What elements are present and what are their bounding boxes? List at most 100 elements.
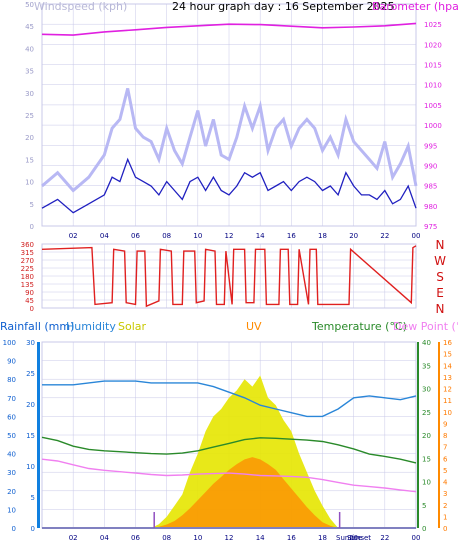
sunset-text: Sunset [347,534,371,542]
dewpoint-label: Dew Point (°C) [393,320,458,333]
uv-tick: 2 [443,502,447,510]
uv-tick: 8 [443,432,447,440]
direction-tick: 225 [21,265,34,273]
temperature-tick: 20 [422,432,431,440]
temperature-line [41,436,417,464]
direction-tick: 270 [21,257,34,265]
uv-axis-bar [438,342,440,528]
barometer-axis: 975 980 985 990 995 1000 1005 1010 1015 1020 1025 [424,21,442,231]
compass-letter: N [436,302,445,316]
barometer-tick: 1005 [424,102,442,110]
x-tick: 18 [318,534,327,542]
chart-title: 24 hour graph day : 16 September 2025 [172,0,395,13]
humidity-tick: 50 [7,432,16,440]
rainfall-tick: 10 [26,463,35,471]
temperature-label: Temperature (°C) [311,320,407,333]
barometer-axis-label: Barometer (hpa) [372,0,458,13]
compass-letter: N [436,238,445,252]
uv-tick: 10 [443,409,452,417]
uv-tick: 4 [443,479,448,487]
barometer-tick: 975 [424,223,437,231]
x-tick: 16 [287,534,296,542]
x-tick: 16 [287,232,296,240]
humidity-tick: 30 [7,469,16,477]
x-tick: 12 [225,534,234,542]
x-tick: 08 [162,534,171,542]
rainfall-tick: 30 [26,339,35,347]
uv-tick: 5 [443,467,447,475]
x-tick: 10 [193,232,202,240]
x-tick: 10 [193,534,202,542]
compass-letter: E [436,286,444,300]
x-tick: 12 [225,232,234,240]
barometer-tick: 1000 [424,122,442,130]
rainfall-label: Rainfall (mm) [0,320,74,333]
temperature-tick: 15 [422,455,431,463]
x-tick: 02 [69,232,78,240]
uv-tick: 11 [443,397,452,405]
temperature-tick: 30 [422,386,431,394]
x-tick: 20 [349,232,358,240]
compass-letter: S [436,270,444,284]
uv-tick: 9 [443,420,447,428]
windspeed-tick: 15 [25,156,34,164]
barometer-tick: 1025 [424,21,442,29]
sunrise-text: Sunrise [336,534,362,542]
x-tick: 18 [318,232,327,240]
humidity-axis: 0 10 20 30 40 50 60 70 80 90 100 [3,339,16,533]
solar-label: Solar [118,320,147,333]
humidity-tick: 90 [7,358,16,366]
uv-tick: 16 [443,339,452,347]
windspeed-tick: 25 [25,112,34,120]
uv-tick: 14 [443,362,452,370]
x-tick: 20 [349,534,358,542]
temperature-tick: 5 [422,502,426,510]
dewpoint-line [41,458,417,493]
barometer-tick: 980 [424,203,437,211]
compass-letter: W [434,254,446,268]
uv-label: UV [246,320,262,333]
windspeed-axis-label: Windspeed (kph) [34,0,127,13]
windspeed-tick: 50 [25,1,34,9]
barometer-tick: 1020 [424,41,442,49]
humidity-tick: 0 [12,525,16,533]
uv-tick: 12 [443,386,452,394]
gust-line [41,88,418,193]
rain-axis-bar [37,342,40,528]
humidity-tick: 60 [7,413,16,421]
humidity-label: Humidity [66,320,116,333]
temperature-tick: 25 [422,409,431,417]
direction-tick: 135 [21,281,34,289]
uv-tick: 0 [443,525,447,533]
x-tick: 14 [256,232,265,240]
x-tick: 22 [380,534,389,542]
barometer-tick: 1015 [424,62,442,70]
barometer-tick: 990 [424,162,437,170]
temp-axis-bar [417,342,419,528]
x-tick: 00 [412,232,421,240]
direction-tick: 90 [25,289,34,297]
temperature-tick: 10 [422,479,431,487]
x-tick: 14 [256,534,265,542]
x-tick: 06 [131,232,140,240]
wind-baro-x-axis: 02 04 06 08 10 12 14 16 18 20 22 00 [69,232,421,240]
temperature-axis: 0 5 10 15 20 25 30 35 40 [422,339,431,533]
windspeed-tick: 35 [25,68,34,76]
rainfall-tick: 20 [26,401,35,409]
direction-line [41,245,417,308]
windspeed-tick: 45 [25,23,34,31]
temperature-tick: 0 [422,525,426,533]
direction-tick: 0 [30,305,34,313]
temperature-tick: 35 [422,362,431,370]
humidity-tick: 20 [7,488,16,496]
rainfall-tick: 5 [31,494,35,502]
direction-tick: 360 [21,241,34,249]
barometer-line [41,22,417,36]
x-tick: 02 [69,534,78,542]
humidity-line [42,380,417,418]
windspeed-tick: 40 [25,45,34,53]
